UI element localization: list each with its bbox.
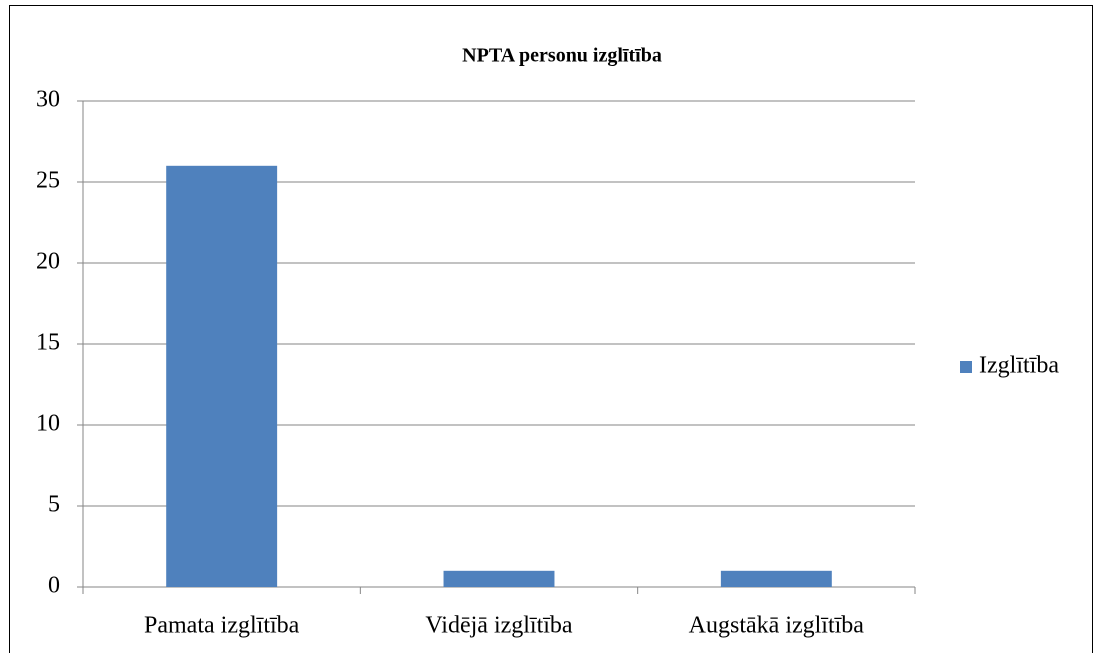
- bar: [166, 165, 278, 588]
- bar: [443, 570, 555, 587]
- x-tick-label: Pamata izglītība: [144, 613, 300, 639]
- legend-swatch: [960, 361, 972, 373]
- y-tick-label: 0: [48, 573, 60, 599]
- legend-label: Izglītība: [979, 353, 1059, 379]
- y-tick-label: 15: [36, 330, 60, 356]
- y-tick-label: 5: [48, 492, 60, 518]
- y-tick-label: 30: [36, 87, 60, 113]
- chart-frame: [9, 5, 1093, 653]
- chart-title: NPTA personu izglītība: [462, 45, 662, 67]
- x-tick-label: Augstākā izglītība: [689, 613, 865, 639]
- bar: [720, 570, 832, 587]
- y-tick-label: 25: [36, 168, 60, 194]
- x-tick-label: Vidējā izglītība: [425, 613, 573, 639]
- y-tick-label: 10: [36, 411, 60, 437]
- y-tick-label: 20: [36, 249, 60, 275]
